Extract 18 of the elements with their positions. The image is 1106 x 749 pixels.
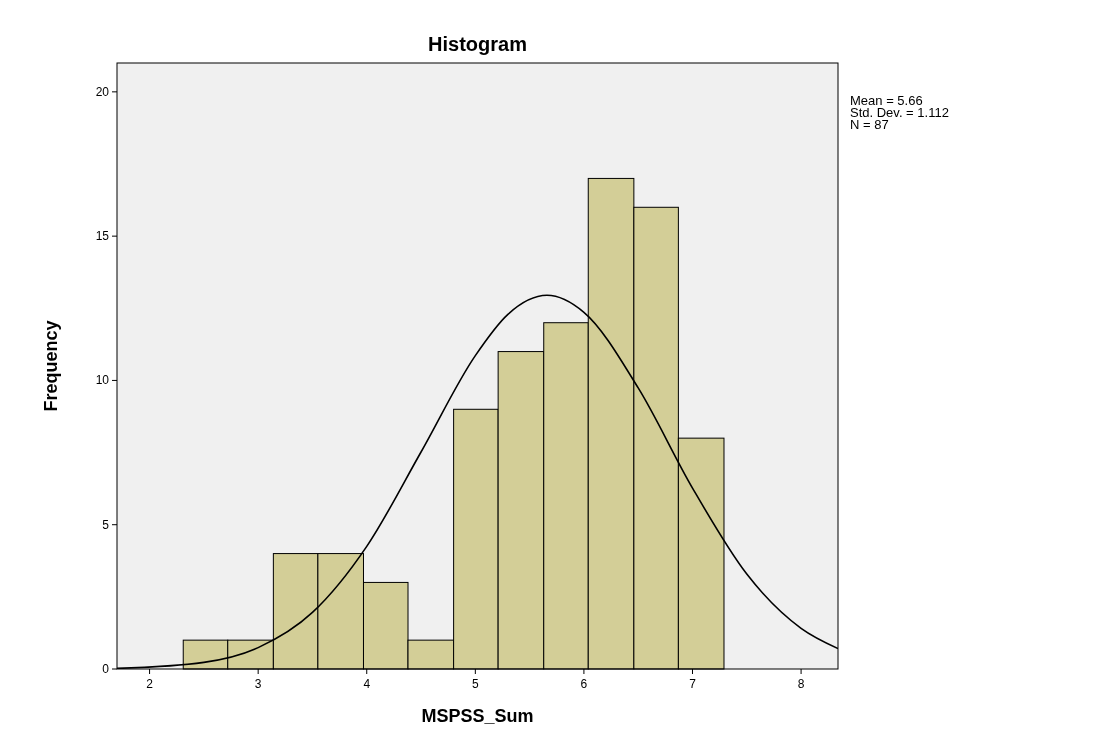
y-tick-label: 5 xyxy=(102,517,110,532)
y-tick-label: 15 xyxy=(95,229,110,244)
x-tick-label: 6 xyxy=(580,677,588,691)
y-tick-label: 20 xyxy=(95,84,110,99)
y-tick-label: 0 xyxy=(102,662,110,676)
x-tick-label: 8 xyxy=(797,677,805,691)
x-axis-title: MSPSS_Sum xyxy=(421,706,534,726)
y-tick-label: 10 xyxy=(95,373,110,388)
x-tick-label: 2 xyxy=(146,677,154,691)
text: Mean = 5.66 xyxy=(850,93,923,108)
x-tick-label: 5 xyxy=(471,677,479,691)
chart-title: Histogram xyxy=(428,33,527,55)
x-tick-label: 3 xyxy=(254,677,262,691)
text: Std. Dev. = 1.112 xyxy=(850,105,949,120)
x-tick-label: 4 xyxy=(363,677,371,691)
y-axis-title: Frequency xyxy=(41,320,61,412)
text: N = 87 xyxy=(850,117,889,132)
x-tick-label: 7 xyxy=(689,677,697,691)
